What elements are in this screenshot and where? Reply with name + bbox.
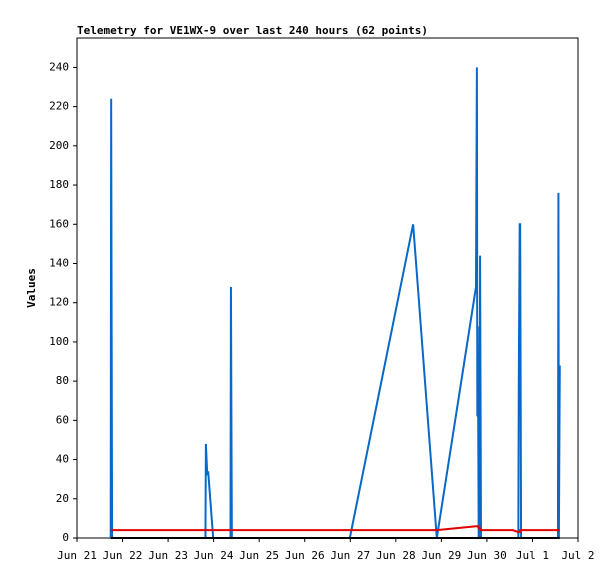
- series-line: [109, 67, 561, 539]
- y-tick-label: 200: [49, 139, 69, 152]
- y-tick-label: 0: [62, 531, 69, 544]
- y-tick-label: 180: [49, 178, 69, 191]
- x-tick-label: Jun 22: [103, 549, 143, 562]
- series-line: [110, 525, 560, 534]
- y-tick-label: 20: [56, 492, 69, 505]
- y-axis-label: Values: [25, 268, 38, 308]
- x-tick-label: Jun 30: [467, 549, 507, 562]
- y-tick-label: 240: [49, 60, 69, 73]
- x-tick-label: Jun 27: [330, 549, 370, 562]
- y-tick-label: 140: [49, 256, 69, 269]
- y-tick-label: 120: [49, 296, 69, 309]
- y-tick-label: 40: [56, 453, 69, 466]
- x-tick-label: Jun 28: [376, 549, 416, 562]
- y-tick-label: 100: [49, 335, 69, 348]
- x-tick-label: Jun 26: [285, 549, 325, 562]
- x-tick-label: Jun 21: [57, 549, 97, 562]
- chart-title: Telemetry for VE1WX-9 over last 240 hour…: [77, 24, 428, 37]
- y-tick-label: 160: [49, 217, 69, 230]
- x-tick-label: Jun 25: [239, 549, 279, 562]
- x-tick-label: Jun 29: [421, 549, 461, 562]
- y-tick-label: 60: [56, 413, 69, 426]
- x-tick-label: Jun 24: [194, 549, 234, 562]
- x-tick-label: Jul 2: [561, 549, 594, 562]
- x-tick-label: Jun 23: [148, 549, 188, 562]
- y-tick-label: 220: [49, 100, 69, 113]
- x-tick-label: Jul 1: [516, 549, 549, 562]
- y-tick-label: 80: [56, 374, 69, 387]
